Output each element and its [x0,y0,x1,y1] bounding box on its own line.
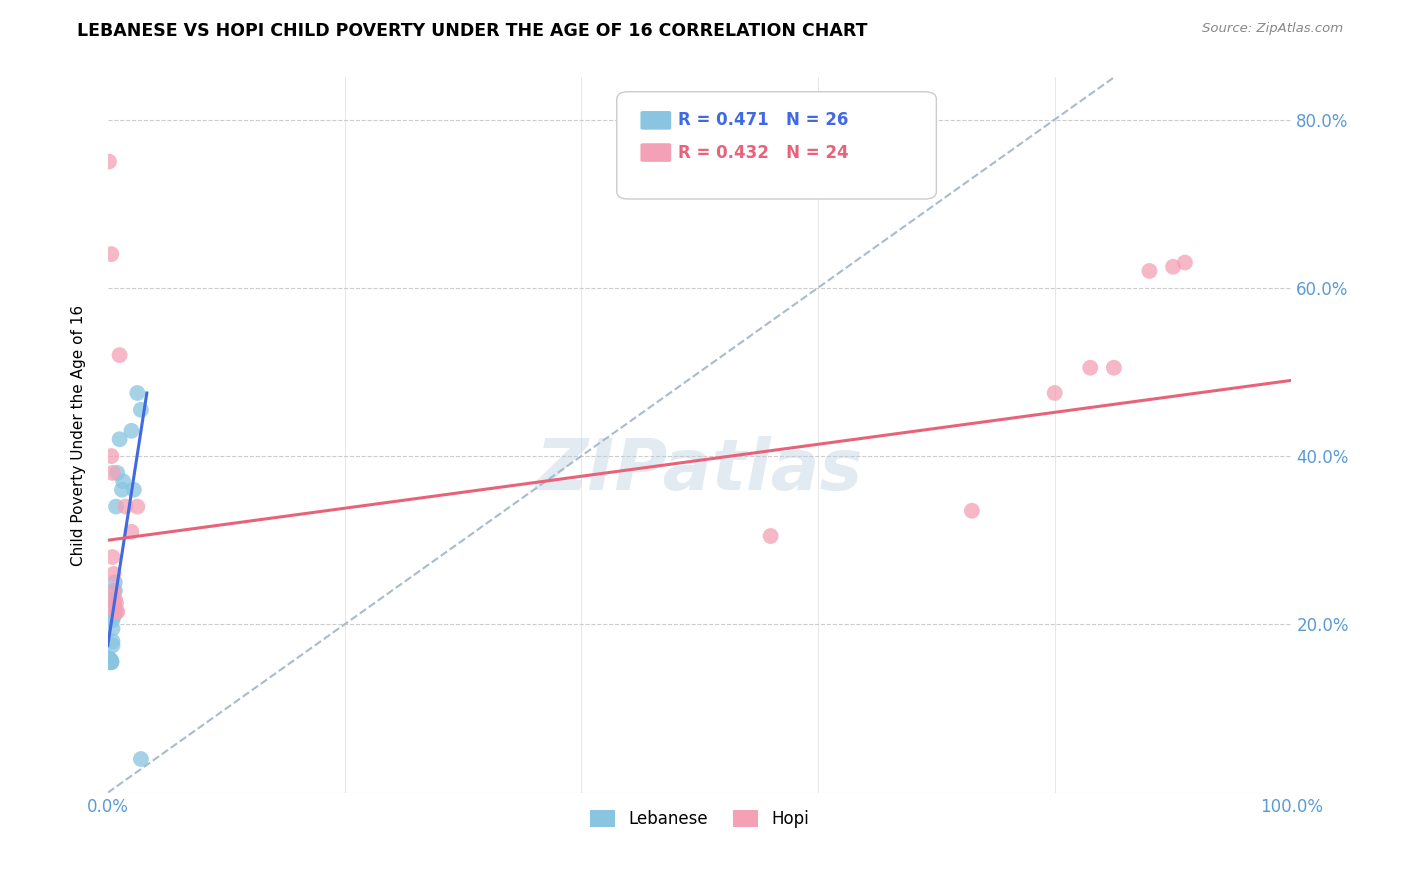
Point [100,655,122,669]
Point [104,583,127,598]
Point [105,596,128,610]
Point [120,424,142,438]
Point [129,752,152,766]
Text: Source: ZipAtlas.com: Source: ZipAtlas.com [1202,22,1343,36]
Point [97,651,120,665]
Point [103,566,125,581]
Y-axis label: Child Poverty Under the Age of 16: Child Poverty Under the Age of 16 [72,304,86,566]
Point [105,605,128,619]
Legend: Lebanese, Hopi: Lebanese, Hopi [583,803,815,834]
Point [759,529,782,543]
Point [960,504,983,518]
Point [103,609,125,624]
Point [101,622,124,636]
Point [98,653,121,667]
Point [100,654,122,668]
Point [111,483,134,497]
Point [103,583,125,598]
Point [101,634,124,648]
Text: R = 0.471   N = 26: R = 0.471 N = 26 [678,112,849,129]
Point [114,500,136,514]
Point [127,386,149,401]
Point [108,432,131,446]
Point [104,600,127,615]
Point [1043,386,1066,401]
Point [100,655,122,669]
Point [97,154,120,169]
Text: LEBANESE VS HOPI CHILD POVERTY UNDER THE AGE OF 16 CORRELATION CHART: LEBANESE VS HOPI CHILD POVERTY UNDER THE… [77,22,868,40]
Point [103,596,125,610]
Point [105,466,128,480]
Point [101,550,124,565]
Point [122,483,145,497]
Point [1078,360,1101,375]
Point [100,449,122,463]
Point [105,605,128,619]
Point [105,500,128,514]
FancyBboxPatch shape [617,92,936,199]
Point [100,247,122,261]
Point [100,654,122,668]
Point [1174,255,1197,269]
Point [101,466,124,480]
Point [104,575,127,590]
Point [104,592,127,607]
Point [98,655,121,669]
Point [108,348,131,362]
Point [112,475,135,489]
Point [1139,264,1161,278]
Text: ZIPatlas: ZIPatlas [536,436,863,505]
Point [129,402,152,417]
Point [120,524,142,539]
FancyBboxPatch shape [640,112,671,129]
Point [127,500,149,514]
Point [1161,260,1184,274]
Text: R = 0.432   N = 24: R = 0.432 N = 24 [678,144,849,161]
Point [97,655,120,669]
Point [101,613,124,627]
Point [101,639,124,653]
FancyBboxPatch shape [640,144,671,161]
Point [1102,360,1125,375]
